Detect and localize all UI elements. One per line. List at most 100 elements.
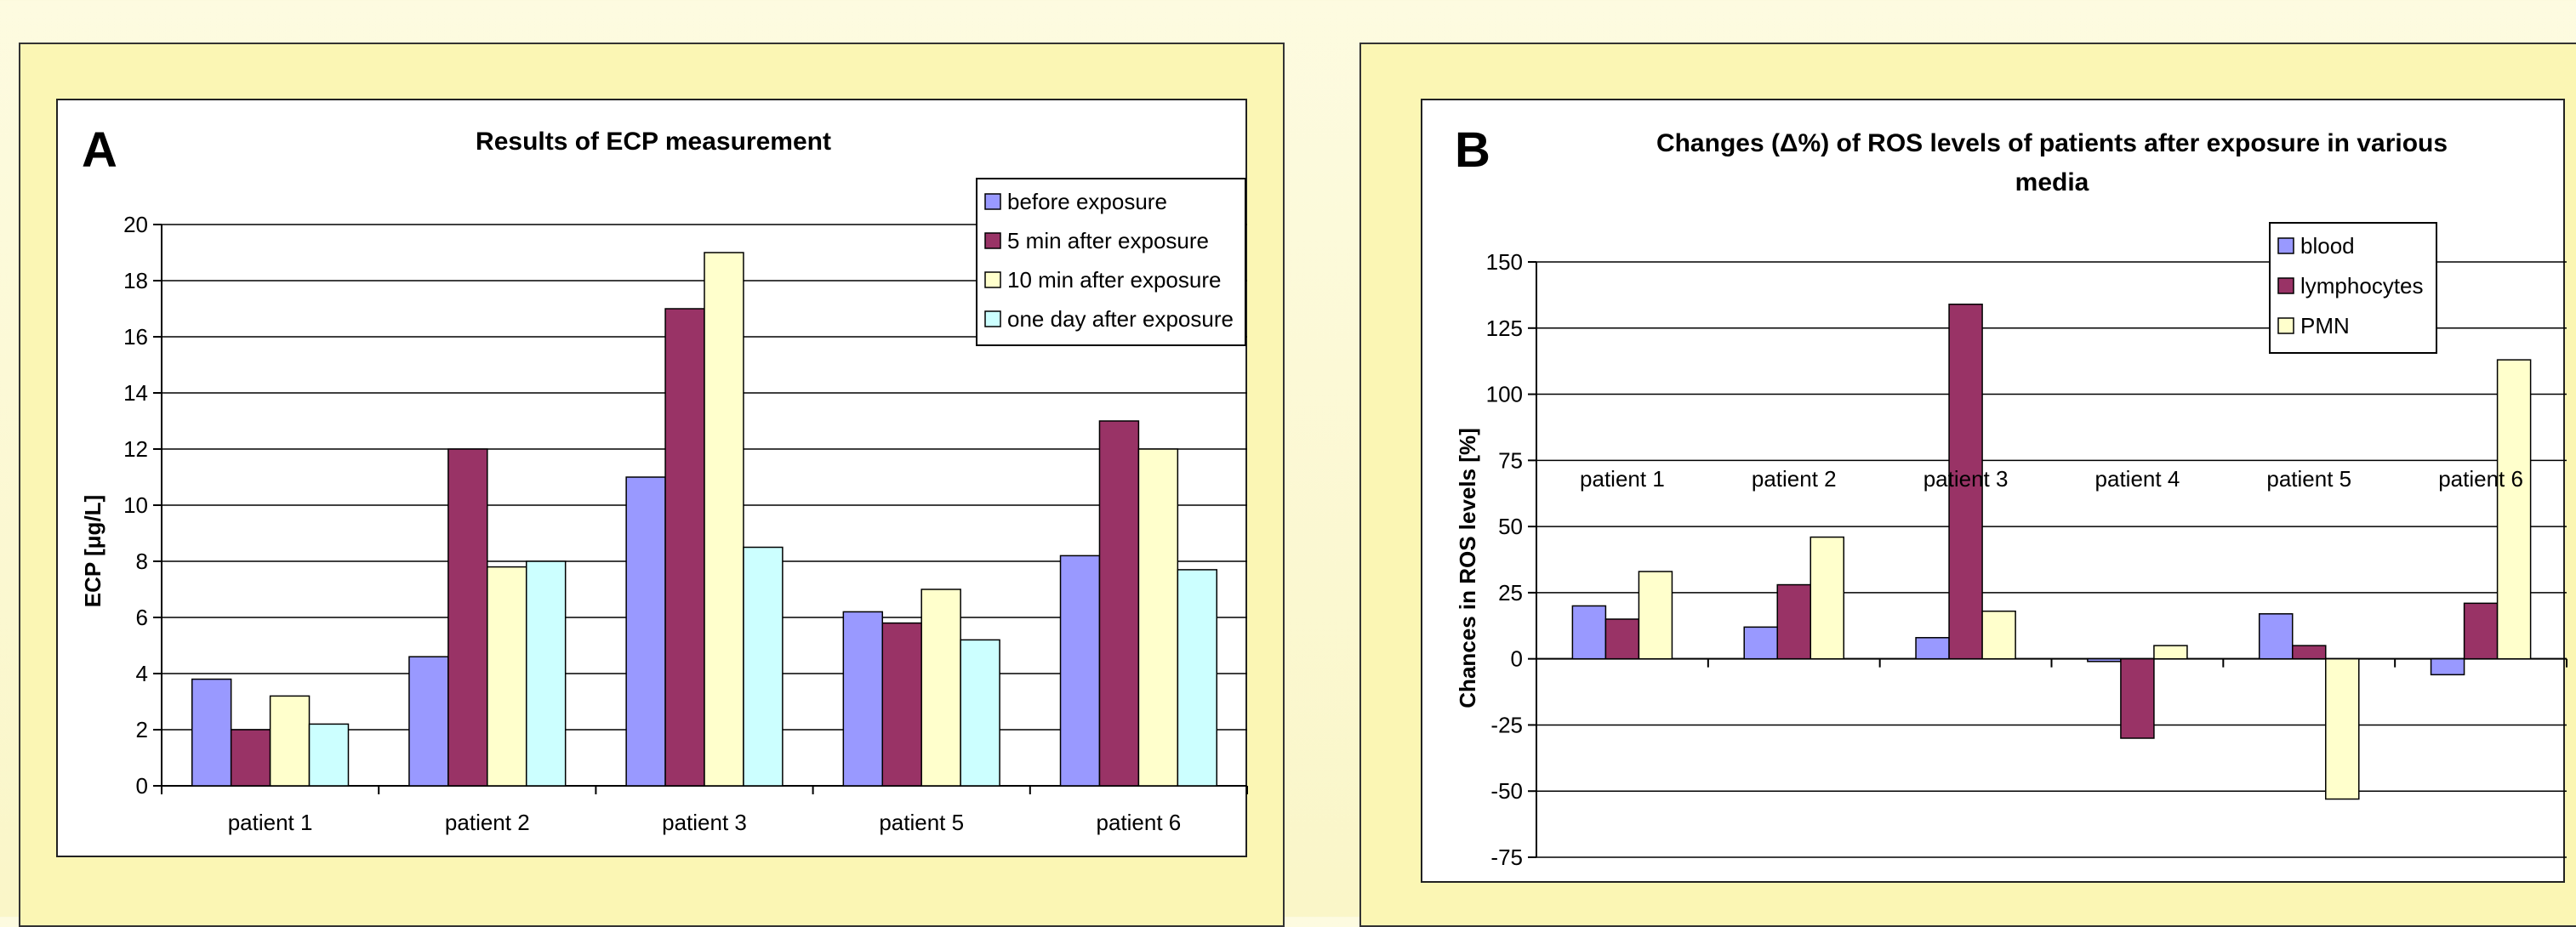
bar <box>881 622 922 787</box>
bar <box>308 723 350 787</box>
y-tick-label: 10 <box>123 492 148 518</box>
chart-panel-a: A Results of ECP measurement ECP [μg/L] … <box>19 43 1285 927</box>
bar <box>1776 583 1812 660</box>
bar <box>1915 637 1950 660</box>
legend-swatch <box>2277 277 2294 294</box>
y-tick-label: 0 <box>1511 646 1523 672</box>
bar <box>1743 626 1778 660</box>
legend-swatch <box>984 310 1001 327</box>
x-category-label: patient 2 <box>445 810 530 835</box>
bar <box>191 678 232 787</box>
legend-label: PMN <box>2300 313 2350 338</box>
legend-swatch <box>2277 237 2294 254</box>
chart-a-title: Results of ECP measurement <box>476 128 831 156</box>
chart-b-title-line2: media <box>2015 168 2089 196</box>
bar <box>230 729 271 787</box>
y-tick-label: -50 <box>1490 778 1523 804</box>
bar <box>2153 645 2188 660</box>
chart-b-svg: B Changes (Δ%) of ROS levels of patients… <box>1455 122 2567 870</box>
bar <box>1571 605 1607 660</box>
y-tick-label: 150 <box>1486 249 1523 275</box>
x-category-label: patient 4 <box>2095 466 2180 492</box>
bar <box>664 308 705 787</box>
legend-box <box>2269 222 2437 354</box>
legend-swatch <box>984 271 1001 288</box>
x-category-label: patient 3 <box>662 810 747 835</box>
y-tick-label: 75 <box>1498 447 1523 473</box>
y-tick-label: 2 <box>136 717 148 742</box>
legend-label: one day after exposure <box>1007 306 1234 332</box>
bar <box>269 695 311 787</box>
chart-b-ylabel: Chances in ROS levels [%] <box>1455 428 1480 708</box>
chart-b-title-line1: Changes (Δ%) of ROS levels of patients a… <box>1656 129 2448 157</box>
bar <box>1137 448 1179 787</box>
bar <box>487 566 527 787</box>
y-tick-label: 50 <box>1498 514 1523 539</box>
legend-swatch <box>984 232 1001 249</box>
x-category-label: patient 5 <box>2266 466 2351 492</box>
bar <box>2120 657 2155 739</box>
bar <box>2325 657 2360 800</box>
bar <box>1809 536 1845 660</box>
bar <box>2258 613 2294 660</box>
bar <box>743 546 784 787</box>
x-category-label: patient 3 <box>1923 466 2009 492</box>
bar <box>1981 610 2016 660</box>
chart-b-legend: blood lymphocytes PMN <box>2269 222 2437 354</box>
bar <box>1948 304 1983 660</box>
legend-label: lymphocytes <box>2300 273 2424 299</box>
y-tick-label: 125 <box>1486 316 1523 341</box>
chart-a-svg: A Results of ECP measurement ECP [μg/L] … <box>80 122 1248 835</box>
legend-label: 5 min after exposure <box>1007 228 1209 253</box>
bar <box>1098 420 1140 787</box>
y-tick-label: 18 <box>123 268 148 293</box>
legend-label: blood <box>2300 233 2355 259</box>
bar <box>2463 602 2499 660</box>
chart-a-ylabel: ECP [μg/L] <box>80 495 105 607</box>
chart-a-legend: before exposure 5 min after exposure 10 mi… <box>976 178 1246 346</box>
y-tick-label: 16 <box>123 324 148 350</box>
y-tick-label: 25 <box>1498 580 1523 606</box>
chart-frame-b: B Changes (Δ%) of ROS levels of patients… <box>1421 99 2567 883</box>
bar <box>2087 657 2122 663</box>
bar <box>525 560 567 787</box>
bar <box>2496 359 2532 660</box>
bar <box>408 656 449 787</box>
y-tick-label: -75 <box>1490 845 1523 870</box>
chart-a-plot: 0 2 4 6 8 10 12 14 16 18 20 patient 1 patient 2 patie… <box>123 212 1248 835</box>
bar <box>842 611 884 787</box>
bar <box>625 476 666 787</box>
y-tick-label: 14 <box>123 380 148 406</box>
bar <box>1177 569 1218 787</box>
y-tick-label: 4 <box>136 661 148 686</box>
bar <box>2291 645 2327 660</box>
y-tick-label: 100 <box>1486 382 1523 407</box>
x-category-label: patient 6 <box>2438 466 2523 492</box>
bar <box>1059 554 1101 787</box>
legend-swatch <box>2277 317 2294 334</box>
y-tick-label: -25 <box>1490 712 1523 737</box>
legend-box <box>976 178 1246 346</box>
chart-frame-a: A Results of ECP measurement ECP [μg/L] … <box>56 99 1248 857</box>
chart-b-plot: -75 -50 -25 0 25 50 75 100 125 150 patient 1 patien… <box>1486 249 2567 870</box>
x-category-label: patient 1 <box>1580 466 1665 492</box>
panel-letter-a: A <box>82 122 117 178</box>
x-category-label: patient 1 <box>228 810 313 835</box>
x-category-label: patient 6 <box>1097 810 1182 835</box>
x-category-label: patient 5 <box>879 810 964 835</box>
bar <box>447 448 488 787</box>
bar <box>920 589 961 787</box>
y-tick-label: 20 <box>123 212 148 237</box>
bar <box>704 252 744 787</box>
y-tick-label: 12 <box>123 436 148 462</box>
bar <box>2430 657 2465 676</box>
bar <box>1638 571 1673 660</box>
legend-label: before exposure <box>1007 189 1167 214</box>
legend-swatch <box>984 193 1001 210</box>
y-tick-label: 6 <box>136 605 148 630</box>
bar <box>960 639 1000 787</box>
panel-letter-b: B <box>1455 122 1490 178</box>
x-category-label: patient 2 <box>1752 466 1837 492</box>
y-tick-label: 0 <box>136 773 148 799</box>
bar <box>1604 618 1640 660</box>
